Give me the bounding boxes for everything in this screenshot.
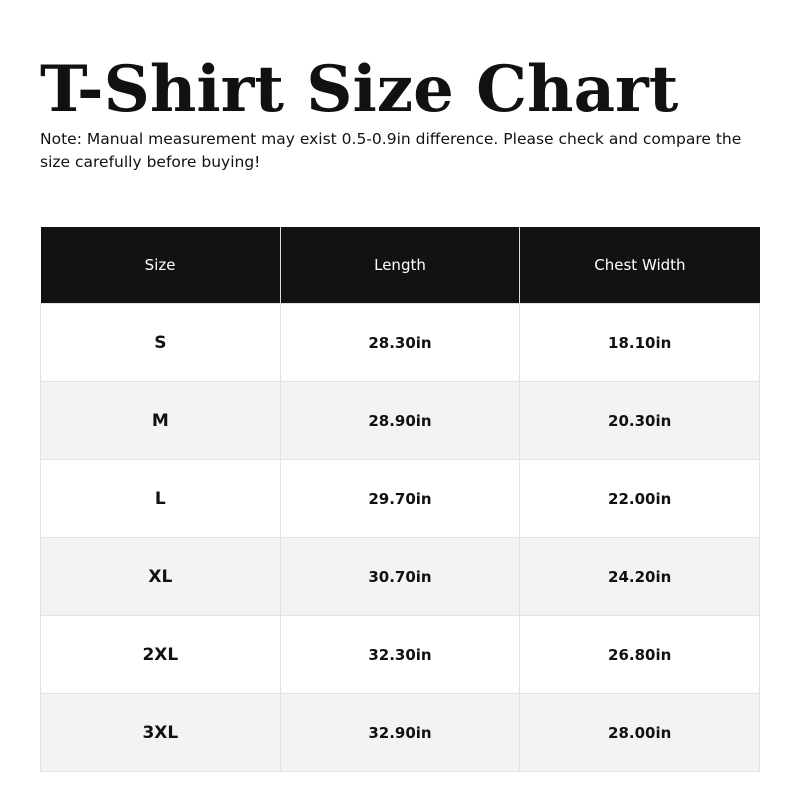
cell-size: M xyxy=(40,381,281,460)
cell-chest-width: 20.30in xyxy=(519,381,760,460)
cell-length: 30.70in xyxy=(279,537,521,616)
table-row: 3XL 32.90in 28.00in xyxy=(40,693,760,772)
table-row: L 29.70in 22.00in xyxy=(40,459,760,538)
page-title: T-Shirt Size Chart xyxy=(40,52,679,127)
cell-chest-width: 22.00in xyxy=(519,459,760,538)
cell-size: XL xyxy=(40,537,281,616)
cell-chest-width: 18.10in xyxy=(519,303,760,382)
header-chest-width: Chest Width xyxy=(519,227,760,304)
cell-chest-width: 28.00in xyxy=(519,693,760,772)
table-header-row: Size Length Chest Width xyxy=(40,227,760,304)
header-length: Length xyxy=(279,227,520,304)
cell-length: 29.70in xyxy=(279,459,521,538)
cell-size: 3XL xyxy=(40,693,281,772)
cell-length: 32.30in xyxy=(279,615,521,694)
cell-chest-width: 26.80in xyxy=(519,615,760,694)
cell-length: 32.90in xyxy=(279,693,521,772)
table-row: M 28.90in 20.30in xyxy=(40,381,760,460)
table-row: S 28.30in 18.10in xyxy=(40,303,760,382)
cell-size: S xyxy=(40,303,281,382)
cell-length: 28.30in xyxy=(279,303,521,382)
header-size: Size xyxy=(40,227,281,304)
cell-size: L xyxy=(40,459,281,538)
cell-length: 28.90in xyxy=(279,381,521,460)
cell-size: 2XL xyxy=(40,615,281,694)
measurement-note: Note: Manual measurement may exist 0.5-0… xyxy=(40,130,742,171)
cell-chest-width: 24.20in xyxy=(519,537,760,616)
table-row: XL 30.70in 24.20in xyxy=(40,537,760,616)
table-row: 2XL 32.30in 26.80in xyxy=(40,615,760,694)
size-chart-table: Size Length Chest Width S 28.30in 18.10in M… xyxy=(40,227,760,772)
